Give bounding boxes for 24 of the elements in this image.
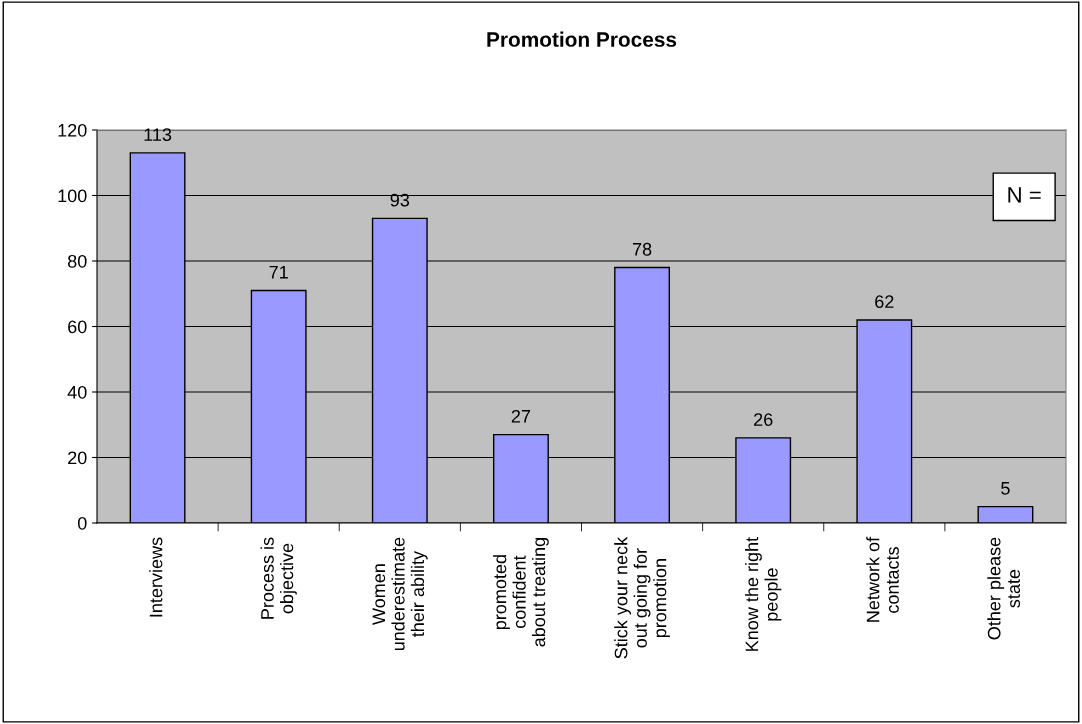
data-label: 27 <box>511 409 531 423</box>
y-tick-label: 120 <box>58 123 87 137</box>
data-label: 62 <box>875 295 894 309</box>
data-label: 5 <box>1001 482 1010 495</box>
data-label: 78 <box>632 242 652 256</box>
x-tick-label: promoted confident about treating <box>493 538 549 647</box>
x-tick-label: Women underestimate their ability <box>372 537 428 651</box>
x-tick-label: Interviews <box>149 537 163 617</box>
y-tick-label: 20 <box>68 451 87 465</box>
data-label: 26 <box>754 413 773 426</box>
y-tick-label: 80 <box>67 254 87 268</box>
y-tick-label: 60 <box>68 320 87 334</box>
annotation: N = <box>1008 187 1041 203</box>
x-tick-label: Stick your neck out going for promotion <box>614 536 670 659</box>
x-tick-label: Process is objective <box>260 537 297 619</box>
x-tick-label: Other please state <box>987 537 1021 640</box>
x-tick-label: Network of contacts <box>866 536 899 622</box>
y-tick-label: 0 <box>77 516 87 530</box>
data-label: 71 <box>269 265 288 279</box>
chart-title: Promotion Process <box>487 31 677 47</box>
y-tick-label: 40 <box>67 385 87 399</box>
x-tick-label: Know the right people <box>745 537 782 651</box>
data-label: 113 <box>144 128 172 142</box>
y-tick-label: 100 <box>58 189 87 203</box>
